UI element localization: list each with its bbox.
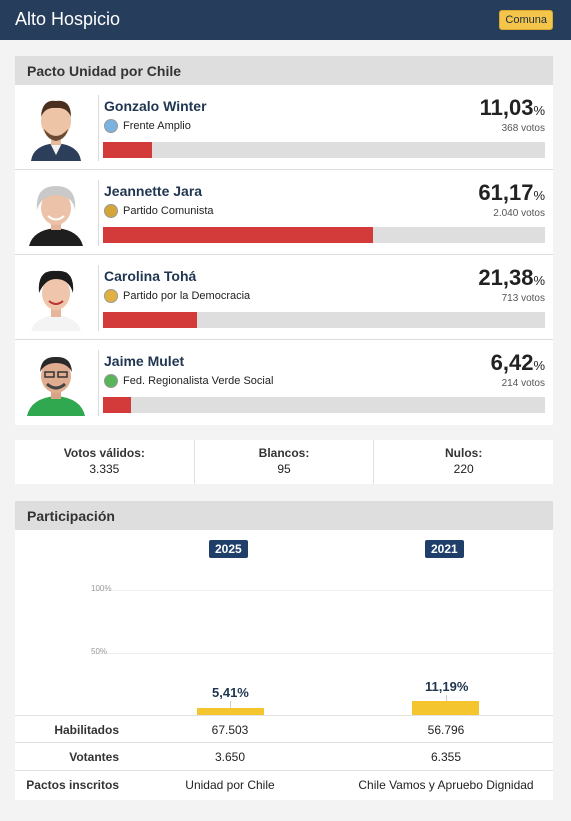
party-name: Partido Comunista xyxy=(123,205,214,217)
candidate-percentage: 21,38% xyxy=(478,265,545,291)
candidate-photo xyxy=(23,178,89,246)
row-label: Pactos inscritos xyxy=(26,778,119,792)
vote-totals: Votos válidos: 3.335 Blancos: 95 Nulos: … xyxy=(15,440,553,484)
gridline-100 xyxy=(95,590,553,591)
candidate-votes: 214 votos xyxy=(501,378,545,389)
total-null: Nulos: 220 xyxy=(374,440,553,484)
total-value: 220 xyxy=(453,462,474,476)
row-votantes: Votantes 3.650 6.355 xyxy=(15,742,553,769)
vote-share-bar xyxy=(103,397,545,413)
pact-header: Pacto Unidad por Chile xyxy=(15,56,553,85)
row-label: Votantes xyxy=(69,750,119,764)
percentage-value: 11,03 xyxy=(479,95,534,120)
total-blank: Blancos: 95 xyxy=(195,440,375,484)
candidate-percentage: 6,42% xyxy=(491,350,545,376)
vote-share-fill xyxy=(103,227,374,243)
commune-badge: Comuna xyxy=(499,10,553,30)
candidate-name: Gonzalo Winter xyxy=(104,98,207,114)
percent-sign: % xyxy=(533,103,545,118)
participation-header: Participación xyxy=(15,501,553,530)
party-name: Partido por la Democracia xyxy=(123,290,251,302)
gridlabel-100: 100% xyxy=(91,584,112,593)
percentage-value: 6,42 xyxy=(490,350,534,375)
participation-panel: 2025 2021 100% 50% 5,41% 11,19% Habilita… xyxy=(15,530,553,800)
row-value: 56.796 xyxy=(427,723,465,737)
percent-sign: % xyxy=(533,188,545,203)
candidate-row[interactable]: Carolina Tohá Partido por la Democracia … xyxy=(15,255,553,340)
gridline-50 xyxy=(95,653,553,654)
row-label: Habilitados xyxy=(54,723,119,737)
row-divider xyxy=(98,180,99,246)
total-label: Votos válidos: xyxy=(63,446,145,460)
candidate-party: Frente Amplio xyxy=(104,119,191,133)
value-leader xyxy=(230,701,231,708)
candidate-votes: 368 votos xyxy=(501,123,545,134)
participation-value-2021: 11,19% xyxy=(425,679,469,694)
candidate-party: Partido por la Democracia xyxy=(104,289,250,303)
party-logo-icon xyxy=(104,119,118,133)
row-value: 6.355 xyxy=(430,750,462,764)
percent-sign: % xyxy=(533,358,545,373)
candidate-percentage: 61,17% xyxy=(478,180,545,206)
candidate-name: Carolina Tohá xyxy=(104,268,197,284)
candidate-votes: 713 votos xyxy=(501,293,545,304)
participation-value-2025: 5,41% xyxy=(212,685,249,700)
candidate-photo xyxy=(23,263,89,331)
total-label: Nulos: xyxy=(445,446,483,460)
year-badge-2021: 2021 xyxy=(425,540,464,558)
candidate-party: Partido Comunista xyxy=(104,204,214,218)
row-divider xyxy=(98,350,99,416)
vote-share-fill xyxy=(103,142,152,158)
candidate-photo xyxy=(23,93,89,161)
participation-title: Participación xyxy=(27,508,115,524)
vote-share-bar xyxy=(103,312,545,328)
vote-share-fill xyxy=(103,312,198,328)
total-label: Blancos: xyxy=(258,446,310,460)
candidate-list: Gonzalo Winter Frente Amplio 11,03% 368 … xyxy=(15,85,553,425)
party-name: Frente Amplio xyxy=(123,120,191,132)
party-name: Fed. Regionalista Verde Social xyxy=(123,375,274,387)
vote-share-fill xyxy=(103,397,132,413)
candidate-row[interactable]: Jeannette Jara Partido Comunista 61,17% … xyxy=(15,170,553,255)
row-value: 3.650 xyxy=(214,750,246,764)
percentage-value: 21,38 xyxy=(478,265,534,290)
candidate-party: Fed. Regionalista Verde Social xyxy=(104,374,273,388)
candidate-name: Jeannette Jara xyxy=(104,183,203,199)
row-value: Unidad por Chile xyxy=(185,778,275,792)
candidate-percentage: 11,03% xyxy=(480,95,545,121)
commune-title: Alto Hospicio xyxy=(15,9,121,29)
candidate-votes: 2.040 votos xyxy=(493,208,545,219)
top-bar: Alto Hospicio Comuna xyxy=(0,0,571,40)
participation-bar-2021 xyxy=(412,701,479,715)
party-logo-icon xyxy=(104,289,118,303)
participation-bar-2025 xyxy=(197,708,264,715)
percentage-value: 61,17 xyxy=(478,180,534,205)
total-value: 3.335 xyxy=(89,462,120,476)
row-value: 67.503 xyxy=(211,723,249,737)
gridlabel-50: 50% xyxy=(91,647,108,656)
party-logo-icon xyxy=(104,204,118,218)
total-valid: Votos válidos: 3.335 xyxy=(15,440,195,484)
year-badge-2025: 2025 xyxy=(209,540,248,558)
vote-share-bar xyxy=(103,227,545,243)
row-value: Chile Vamos y Apruebo Dignidad xyxy=(358,778,534,792)
row-divider xyxy=(98,95,99,161)
total-value: 95 xyxy=(277,462,291,476)
candidate-photo xyxy=(23,348,89,416)
candidate-name: Jaime Mulet xyxy=(104,353,185,369)
percent-sign: % xyxy=(533,273,545,288)
pact-title: Pacto Unidad por Chile xyxy=(27,63,182,79)
row-habilitados: Habilitados 67.503 56.796 xyxy=(15,715,553,742)
row-divider xyxy=(98,265,99,331)
candidate-row[interactable]: Gonzalo Winter Frente Amplio 11,03% 368 … xyxy=(15,85,553,170)
candidate-row[interactable]: Jaime Mulet Fed. Regionalista Verde Soci… xyxy=(15,340,553,425)
party-logo-icon xyxy=(104,374,118,388)
value-leader xyxy=(446,695,447,702)
row-pactos: Pactos inscritos Unidad por Chile Chile … xyxy=(15,770,553,797)
vote-share-bar xyxy=(103,142,545,158)
